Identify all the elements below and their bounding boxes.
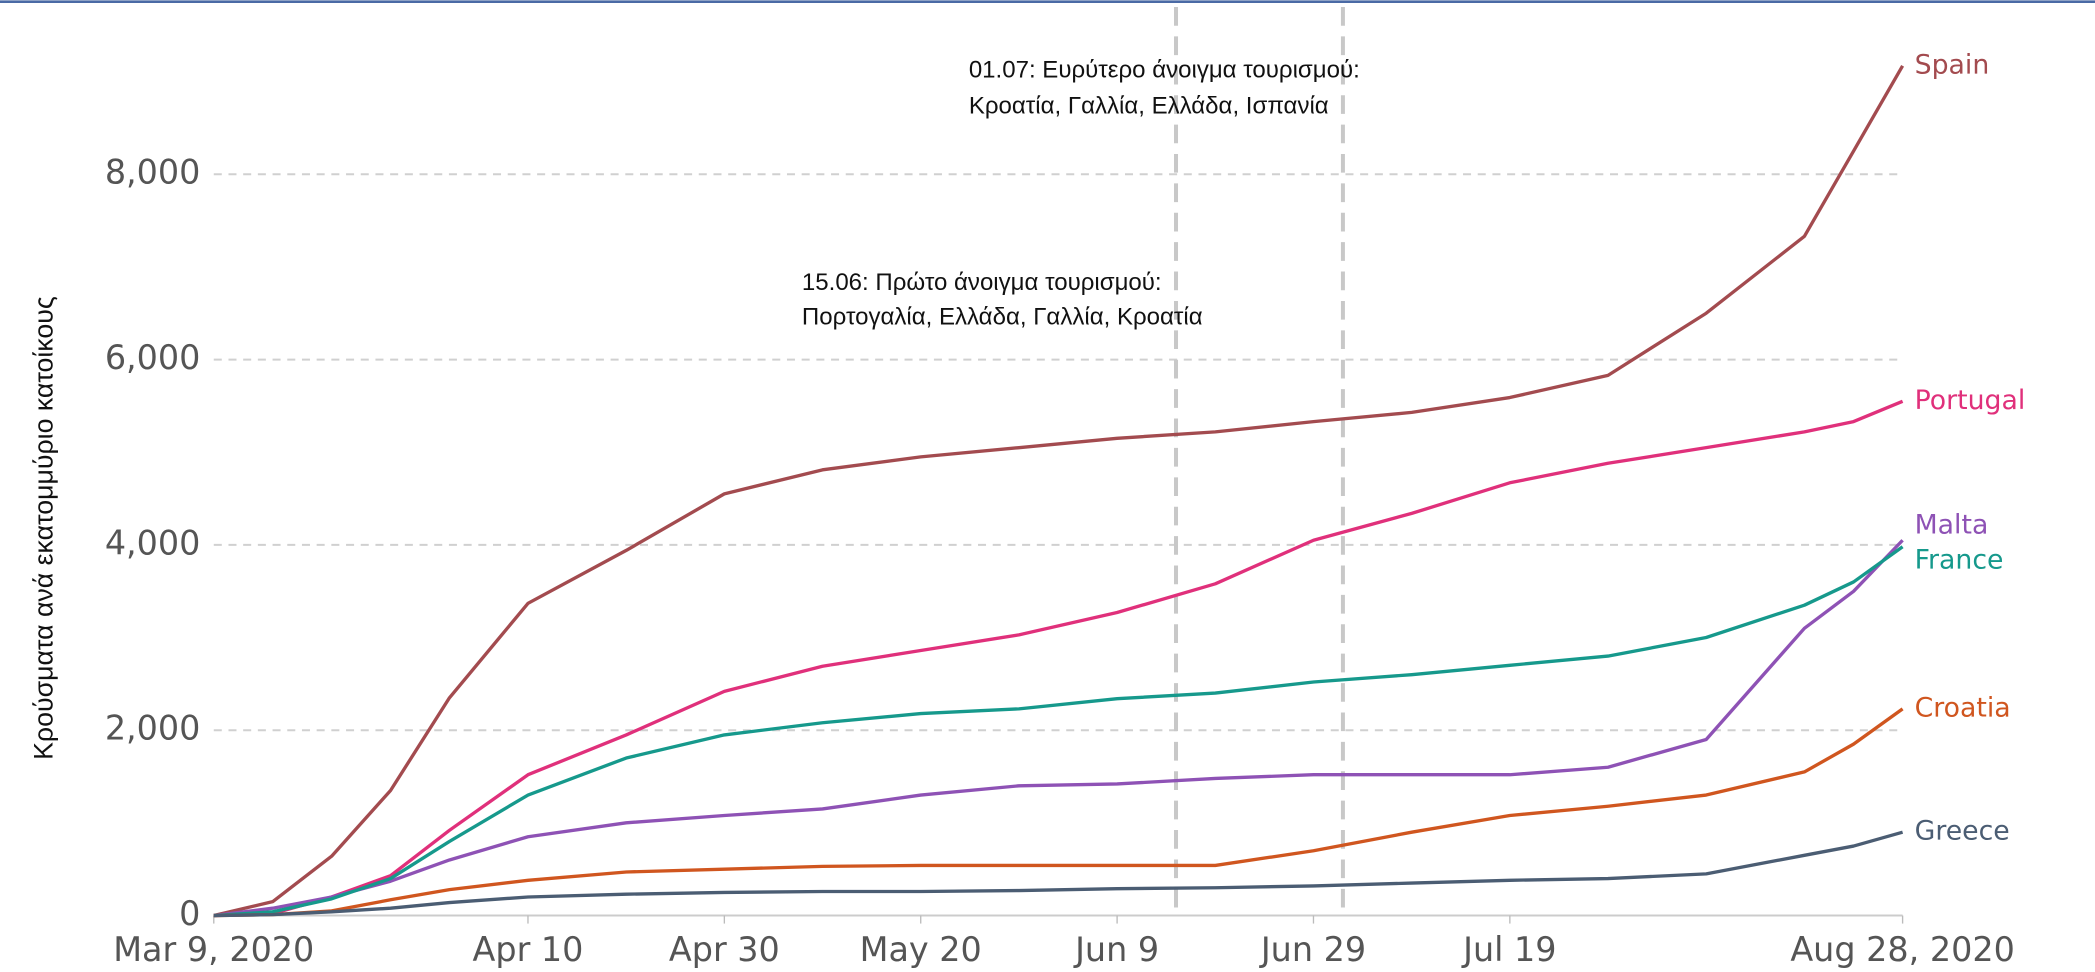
annotation-text: 15.06: Πρώτο άνοιγμα τουρισμού: — [802, 269, 1162, 296]
annotation-text: Πορτογαλία, Ελλάδα, Γαλλία, Κροατία — [802, 304, 1203, 331]
x-tick-label: Jul 19 — [1461, 930, 1556, 969]
series-label: Malta — [1915, 510, 1989, 541]
x-tick-label: Jun 9 — [1073, 930, 1159, 969]
annotation-text: 01.07: Ευρύτερο άνοιγμα τουρισμού: — [969, 56, 1360, 83]
series-line — [213, 539, 1904, 918]
y-tick-label: 0 — [179, 894, 200, 933]
series-label: Portugal — [1915, 385, 2026, 416]
series-line — [213, 545, 1904, 918]
y-tick-label: 2,000 — [105, 709, 201, 748]
series-line — [213, 830, 1904, 918]
series-label: Croatia — [1915, 692, 2011, 723]
series-line — [213, 399, 1904, 918]
series-line — [213, 707, 1904, 918]
series-label: Spain — [1915, 49, 1990, 80]
x-tick-label: May 20 — [860, 930, 982, 969]
series-label: France — [1915, 544, 2004, 575]
x-tick-label: Apr 10 — [473, 930, 584, 969]
y-tick-label: 8,000 — [105, 153, 201, 192]
x-tick-label: Aug 28, 2020 — [1790, 930, 2015, 969]
y-tick-label: 6,000 — [105, 338, 201, 377]
x-tick-label: Jun 29 — [1259, 930, 1366, 969]
x-tick-label: Mar 9, 2020 — [113, 930, 314, 969]
x-tick-label: Apr 30 — [669, 930, 780, 969]
series-line — [213, 64, 1905, 918]
series-label: Greece — [1915, 816, 2010, 847]
y-tick-label: 4,000 — [105, 523, 201, 562]
annotation-text: Κροατία, Γαλλία, Ελλάδα, Ισπανία — [969, 93, 1329, 120]
y-axis-label: Κρούσματα ανά εκατομμύριο κατοίκους — [28, 296, 58, 760]
